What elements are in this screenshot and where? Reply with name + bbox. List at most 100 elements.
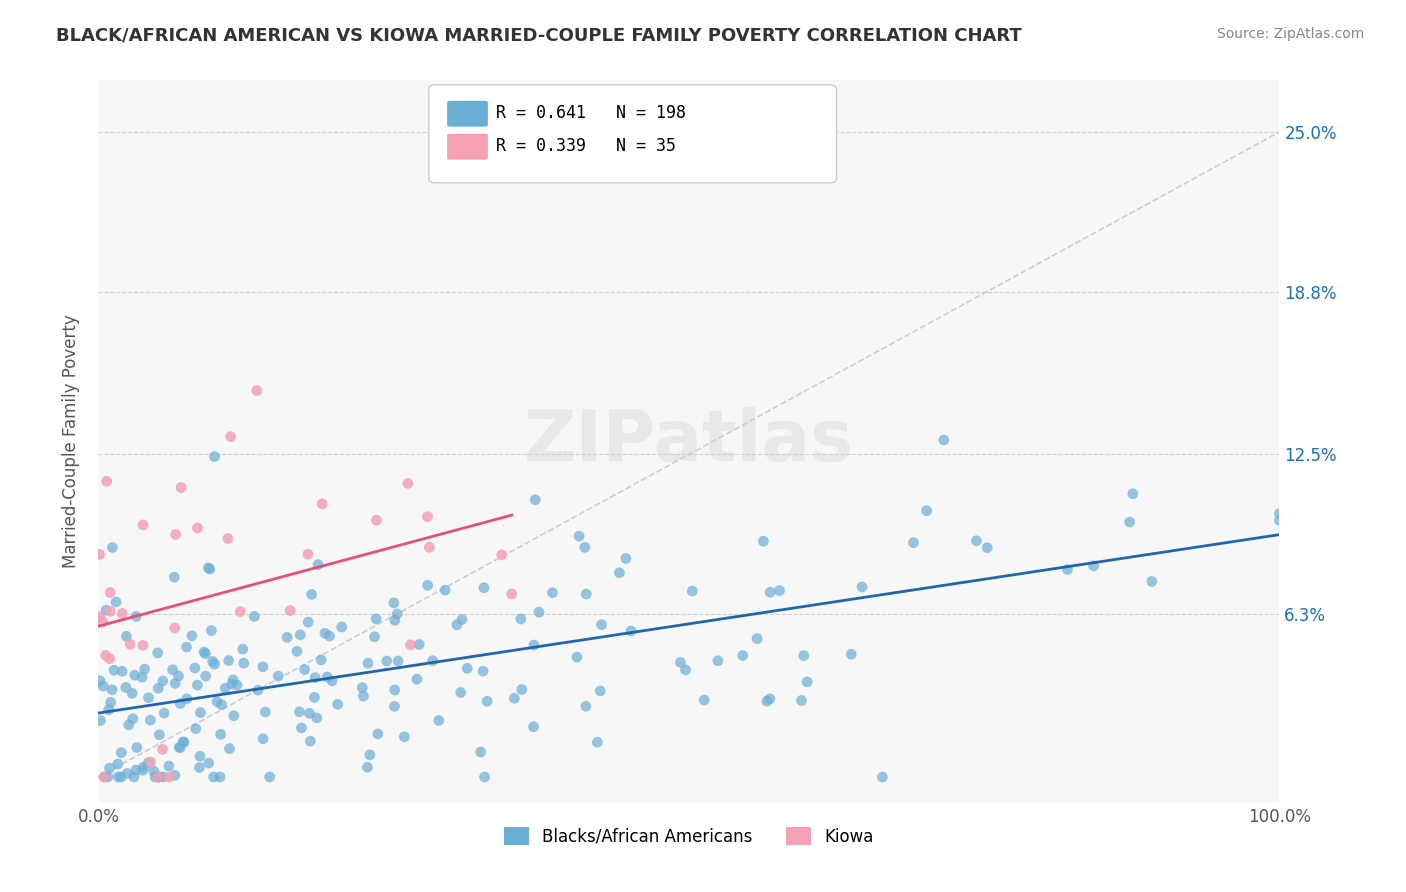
Point <box>110 770 132 784</box>
Point <box>139 713 162 727</box>
Point <box>148 770 170 784</box>
Point <box>107 757 129 772</box>
Point <box>198 562 221 576</box>
Point <box>232 642 254 657</box>
Text: R = 0.641   N = 198: R = 0.641 N = 198 <box>496 104 686 122</box>
Point <box>285 644 308 658</box>
Point <box>731 648 754 663</box>
Point <box>394 730 416 744</box>
Point <box>222 673 245 687</box>
Point <box>194 647 217 661</box>
Point <box>180 629 202 643</box>
Point <box>229 605 252 619</box>
Point <box>115 629 138 643</box>
Point <box>146 770 169 784</box>
Point <box>367 727 389 741</box>
Point <box>176 640 198 654</box>
Point <box>100 604 122 618</box>
Point <box>226 678 249 692</box>
Point <box>110 746 132 760</box>
Point <box>162 663 184 677</box>
Point <box>132 639 155 653</box>
Point <box>143 770 166 784</box>
Point <box>217 532 239 546</box>
Point <box>121 712 143 726</box>
Point <box>125 740 148 755</box>
Point <box>153 770 176 784</box>
Point <box>94 603 117 617</box>
Point <box>121 686 143 700</box>
Point <box>219 430 242 444</box>
Point <box>669 656 692 670</box>
Point <box>416 509 439 524</box>
Point <box>188 760 211 774</box>
Point <box>474 770 496 784</box>
Point <box>200 624 222 638</box>
Point <box>118 718 141 732</box>
Point <box>209 770 232 784</box>
Point <box>352 689 374 703</box>
Point <box>675 663 697 677</box>
Point <box>796 674 818 689</box>
Point <box>298 706 321 721</box>
Point <box>163 768 186 782</box>
Point <box>330 620 353 634</box>
Point <box>510 682 533 697</box>
Point <box>243 609 266 624</box>
Point <box>259 770 281 784</box>
Point <box>614 551 637 566</box>
Point <box>114 681 136 695</box>
Point <box>169 740 191 755</box>
Point <box>157 770 180 784</box>
Point <box>288 705 311 719</box>
Point <box>385 607 408 621</box>
Point <box>872 770 894 784</box>
Point <box>194 669 217 683</box>
Point <box>204 657 226 672</box>
Point <box>1122 487 1144 501</box>
Point <box>790 693 813 707</box>
Point <box>755 694 778 708</box>
Point <box>509 612 531 626</box>
Point <box>132 760 155 774</box>
Point <box>134 662 156 676</box>
Point <box>148 728 170 742</box>
Point <box>172 735 194 749</box>
Point <box>139 755 162 769</box>
Point <box>209 727 232 741</box>
Point <box>359 747 381 762</box>
Point <box>125 609 148 624</box>
Point <box>96 475 118 489</box>
Point <box>101 682 124 697</box>
Point <box>186 678 208 692</box>
Point <box>932 433 955 447</box>
Point <box>105 595 128 609</box>
Point <box>591 617 613 632</box>
Point <box>169 697 191 711</box>
Point <box>202 770 225 784</box>
Point <box>197 561 219 575</box>
Point <box>153 706 176 720</box>
Point <box>352 681 374 695</box>
Point <box>357 657 380 671</box>
Point <box>93 770 115 784</box>
Point <box>297 547 319 561</box>
Point <box>318 629 340 643</box>
Point <box>167 669 190 683</box>
Point <box>366 612 388 626</box>
Point <box>111 607 134 621</box>
Point <box>456 661 478 675</box>
Point <box>246 384 269 398</box>
Point <box>745 632 768 646</box>
Point <box>406 672 429 686</box>
Point <box>89 547 111 561</box>
Point <box>98 651 121 665</box>
Point <box>222 708 245 723</box>
Point <box>903 535 925 549</box>
Point <box>169 740 191 755</box>
Point <box>173 735 195 749</box>
Point <box>304 671 326 685</box>
Point <box>408 637 430 651</box>
Point <box>304 690 326 705</box>
Point <box>384 699 406 714</box>
